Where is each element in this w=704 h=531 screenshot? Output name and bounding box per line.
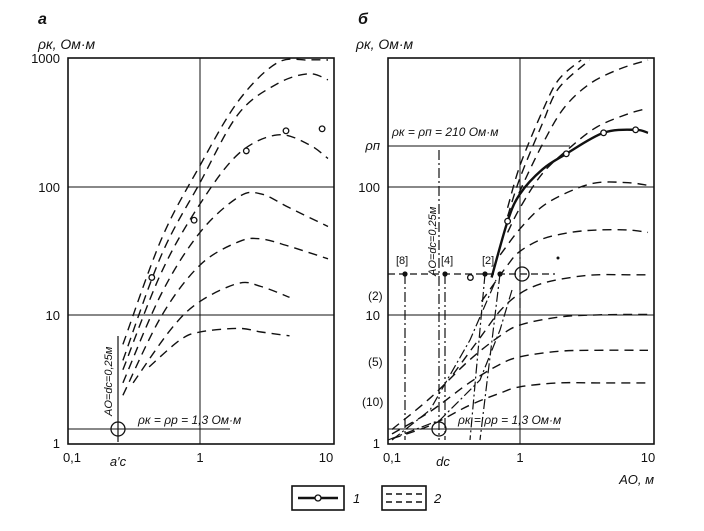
panel-b-letter: б <box>358 11 369 28</box>
panel-b-curves <box>391 59 649 440</box>
panel-b-vertical-label: AO=dc=0,25м <box>427 206 439 277</box>
panel-b-start-circle <box>431 421 447 437</box>
panel-b-xtick-10: 10 <box>641 450 655 465</box>
legend-label-1: 1 <box>353 491 360 506</box>
panel-b-construction-line-5 <box>479 273 501 441</box>
panel-b-series-9-line <box>391 349 649 435</box>
panel-b-x-special-label: dc <box>436 454 450 469</box>
panel-b-dot <box>556 256 560 260</box>
panel-b-probe-point-4 <box>497 271 503 277</box>
panel-b-marker-5 <box>632 126 640 134</box>
panel-a-series-1-line <box>122 58 329 345</box>
panel-a-series-6-line <box>132 281 290 384</box>
panel-b-series-2-line <box>506 59 591 217</box>
panel-b-side-label-10: (10) <box>362 395 383 409</box>
panel-a-xtick-0-1: 0,1 <box>63 450 81 465</box>
panel-a-marker-2 <box>190 216 198 224</box>
panel-b-markers <box>466 126 640 281</box>
panel-b-marker-2 <box>504 217 512 225</box>
panel-b-ytick-1: 1 <box>373 436 380 451</box>
panel-a-letter: а <box>38 11 47 28</box>
panel-b-series-10-line <box>391 381 648 440</box>
panel-b-series-4-line <box>506 107 649 233</box>
panel-a-series-4-line <box>122 191 329 384</box>
panel-b-construction-line-8 <box>388 289 513 441</box>
legend-box-1 <box>291 485 345 511</box>
panel-b-series-8-line <box>391 313 649 430</box>
panel-b-construction-line-9 <box>391 279 497 441</box>
panel-a-x-special-label: a′c <box>110 454 127 469</box>
panel-a: а ρк, Ом·м 1000 100 10 1 0,1 1 10 a′c AO… <box>31 11 335 469</box>
panel-b-series-6-line <box>480 229 649 302</box>
legend-marker <box>314 494 322 502</box>
panel-a-ytick-1000: 1000 <box>31 51 60 66</box>
panel-b-series-7-line <box>452 273 648 375</box>
panel-a-xtick-10: 10 <box>319 450 333 465</box>
panel-b-construction-line-4 <box>469 273 486 441</box>
panel-b-side-label-2: (2) <box>368 289 383 303</box>
panel-a-series-7-line <box>148 327 290 368</box>
panel-a-series-5-line <box>122 237 329 396</box>
panel-b-probe-point-3 <box>482 271 488 277</box>
panel-a-bottom-label: ρк = ρр = 1,3 Ом·м <box>137 413 241 427</box>
panel-a-ytick-1: 1 <box>53 436 60 451</box>
panel-a-series-3-line <box>122 133 329 371</box>
panel-b-probe-point-2 <box>442 271 448 277</box>
panel-b-series-1-line <box>506 59 582 209</box>
panel-b-solid-series-line <box>490 128 649 278</box>
legend-label-2: 2 <box>433 491 442 506</box>
panel-b-point-label-4: [4] <box>441 255 453 267</box>
panel-a-markers <box>148 125 326 281</box>
panel-b-series-3-line <box>506 59 649 222</box>
panel-b-side-label-5: (5) <box>368 355 383 369</box>
panel-b-xlabel: AO, м <box>618 472 654 487</box>
panel-a-marker-3 <box>242 147 250 155</box>
panel-a-series-2-line <box>122 73 329 361</box>
panel-b-point-label-2: [2] <box>482 255 494 267</box>
panel-b-bottom-label: ρк = ρр = 1,3 Ом·м <box>457 413 561 427</box>
panel-b-y-special-label: ρп <box>364 138 380 153</box>
panel-a-marker-5 <box>318 125 326 133</box>
panel-a-frame <box>67 57 335 445</box>
panel-b-probe-point-1 <box>402 271 408 277</box>
panel-b-top-label: ρк = ρп = 210 Ом·м <box>391 125 499 139</box>
panel-a-xtick-1: 1 <box>196 450 203 465</box>
panel-b-marker-1 <box>466 274 474 281</box>
panel-b-ytick-10: 10 <box>366 308 380 323</box>
panel-b-ytick-100: 100 <box>358 180 380 195</box>
panel-b-frame <box>387 57 655 445</box>
panel-b-end-circle <box>514 266 530 282</box>
panel-b-ylabel: ρк, Ом·м <box>355 36 414 52</box>
panel-b-xtick-0-1: 0,1 <box>383 450 401 465</box>
panel-b-marker-3 <box>562 150 570 158</box>
panel-a-ytick-10: 10 <box>46 308 60 323</box>
panel-b-probe-lines <box>388 150 555 441</box>
panel-a-curves <box>122 58 329 396</box>
panel-b-point-label-8: [8] <box>396 255 408 267</box>
panel-a-marker-4 <box>282 127 290 135</box>
panel-a-marker-1 <box>148 274 156 281</box>
panel-a-ytick-100: 100 <box>38 180 60 195</box>
legend-box-2 <box>381 485 427 511</box>
panel-b-marker-4 <box>600 129 608 137</box>
panel-a-ylabel: ρк, Ом·м <box>37 36 96 52</box>
legend: 1 2 <box>291 485 442 511</box>
panel-a-vertical-label: AO=dc=0,25м <box>103 346 115 417</box>
panel-b-series-5-line <box>499 181 649 256</box>
panel-b-xtick-1: 1 <box>516 450 523 465</box>
panel-b: б ρк, Ом·м ρп 100 10 1 (2) (5) (10) 0,1 … <box>355 11 655 487</box>
